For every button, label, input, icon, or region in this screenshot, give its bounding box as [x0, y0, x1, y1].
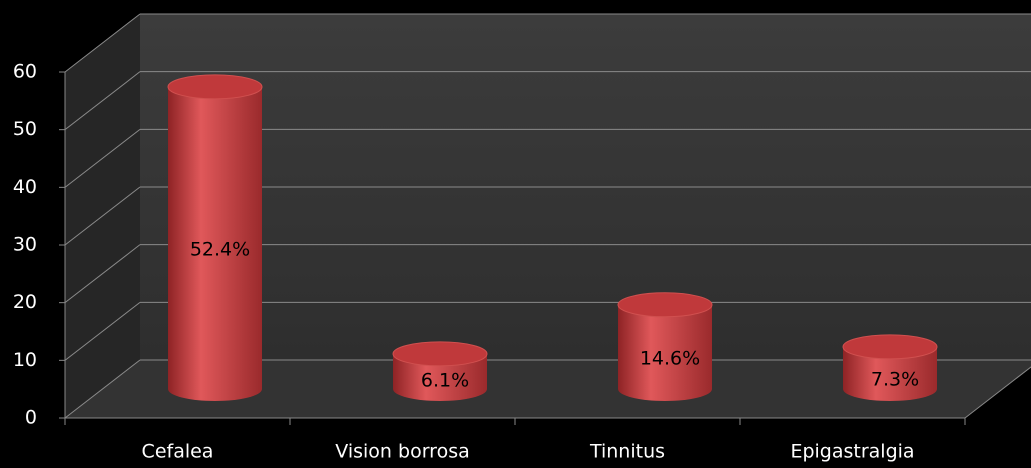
x-tick-label: Tinnitus: [589, 441, 665, 463]
grid-line: [64, 186, 141, 246]
x-tick-label: Vision borrosa: [335, 441, 469, 463]
bar: [617, 292, 713, 401]
y-tick-label: 30: [13, 234, 37, 256]
floor: [65, 360, 1031, 418]
x-tick-label: Epigastralgia: [790, 441, 914, 463]
cylinder-top: [167, 74, 263, 100]
cylinder-top: [842, 334, 938, 360]
grid-line: [64, 128, 141, 188]
y-tick-label: 60: [13, 61, 37, 83]
value-label: 52.4%: [190, 238, 250, 260]
y-tick-label: 40: [13, 176, 37, 198]
y-tick-label: 0: [25, 407, 37, 429]
cylinder-body: [168, 86, 262, 402]
grid-line: [64, 13, 141, 73]
cylinder-top: [392, 341, 488, 367]
grid-line: [64, 301, 141, 361]
bar: [842, 334, 938, 401]
cylinder-top: [617, 292, 713, 318]
bar: [392, 341, 488, 401]
value-label: 14.6%: [640, 347, 700, 369]
value-label: 6.1%: [421, 370, 469, 392]
cylinder-body: [843, 346, 937, 401]
y-tick-label: 10: [13, 349, 37, 371]
grid-line: [64, 71, 141, 131]
cylinder-body: [393, 353, 487, 401]
y-tick-label: 20: [13, 291, 37, 313]
x-axis-depth: [964, 366, 1031, 419]
bar: [167, 74, 263, 402]
cylinder-body: [618, 304, 712, 401]
y-tick-label: 50: [13, 118, 37, 140]
x-tick-label: Cefalea: [142, 441, 214, 463]
grid-line: [64, 359, 141, 419]
value-label: 7.3%: [871, 368, 919, 390]
grid-line: [64, 244, 141, 304]
